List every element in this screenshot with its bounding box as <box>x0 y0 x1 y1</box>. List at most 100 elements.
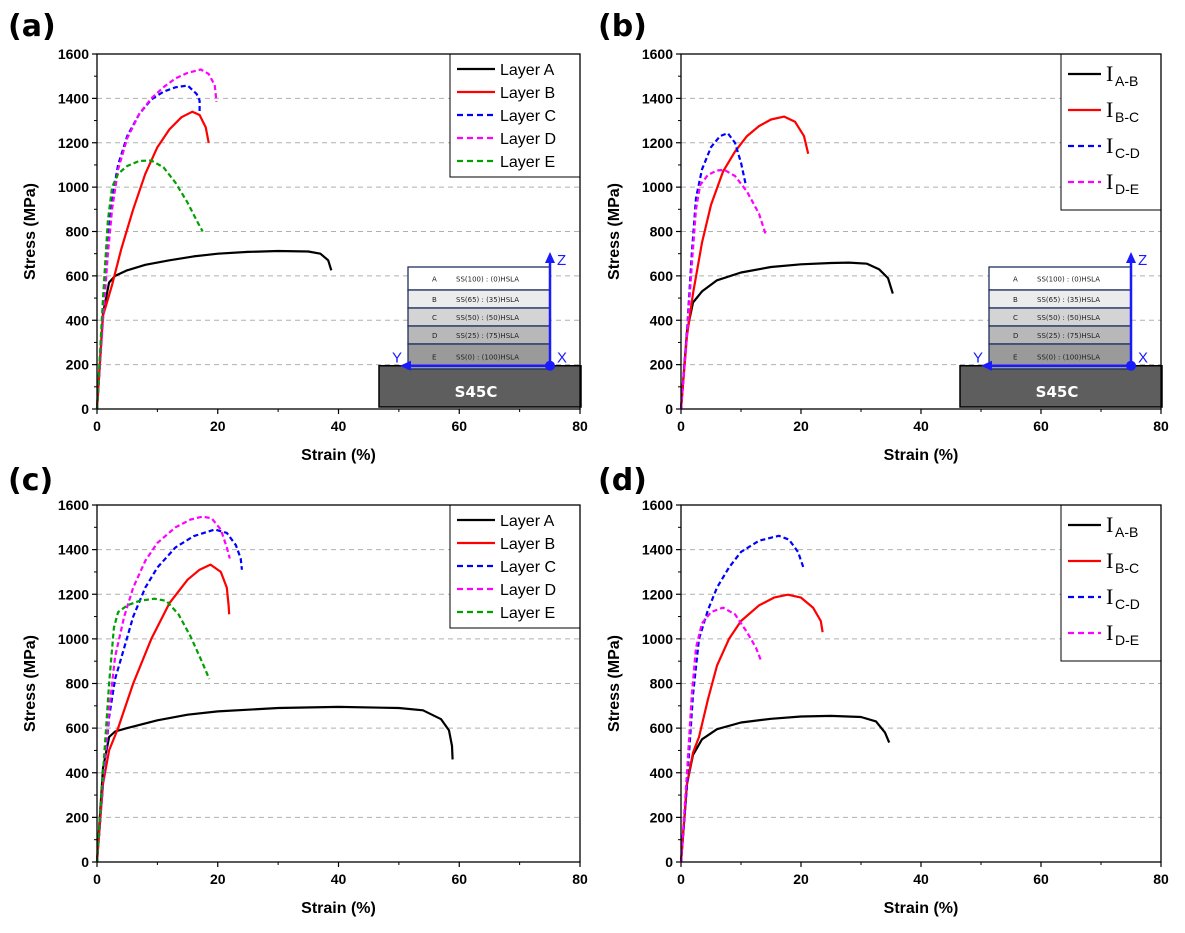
x-tick-label: 80 <box>1153 418 1169 434</box>
legend-label: Layer A <box>500 513 555 530</box>
y-tick-label: 1600 <box>642 497 673 513</box>
legend: Layer A Layer B Layer C Layer D Layer E <box>449 504 581 629</box>
y-tick-label: 600 <box>650 720 674 736</box>
panel-label: (d) <box>598 463 647 498</box>
legend-label: Layer A <box>500 62 555 79</box>
y-tick-label: 1600 <box>58 46 89 62</box>
legend-label: Layer D <box>500 131 556 148</box>
x-tick-label: 80 <box>572 418 588 434</box>
y-tick-label: 400 <box>66 765 90 781</box>
legend-label: I <box>1106 620 1113 645</box>
x-axis-label: Strain (%) <box>884 447 959 464</box>
series-line-layer-a <box>95 249 333 410</box>
layer-composition: SS(100) : (0)HSLA <box>456 276 519 284</box>
panel-label: (c) <box>8 463 53 498</box>
x-tick-label: 20 <box>210 418 226 434</box>
substrate-label: S45C <box>455 383 498 401</box>
x-tick-label: 60 <box>1033 871 1049 887</box>
legend-label-subscript: C-D <box>1115 596 1140 612</box>
legend-label: Layer C <box>500 559 556 576</box>
y-tick-label: 1000 <box>642 631 673 647</box>
legend-label-subscript: D-E <box>1115 632 1139 648</box>
chart-panel-b: (b) 0 200 400 600 800 1000 1200 1400 1600 0 20 40 60 8… <box>598 9 1169 464</box>
substrate-block <box>378 364 582 408</box>
series-line-layer-b <box>95 110 210 410</box>
y-tick-label: 1200 <box>642 586 673 602</box>
x-tick-label: 20 <box>793 871 809 887</box>
panel-label: (a) <box>8 9 56 44</box>
substrate-block <box>959 364 1163 408</box>
y-tick-label: 200 <box>66 357 90 373</box>
x-axis-label: Strain (%) <box>301 900 376 917</box>
y-tick-label: 1000 <box>642 179 673 195</box>
y-tick-label: 800 <box>650 224 674 240</box>
y-tick-label: 600 <box>650 268 674 284</box>
x-axis-dot-icon <box>545 360 555 371</box>
x-axis-dot-icon <box>1126 360 1136 371</box>
legend-label: I <box>1106 584 1113 609</box>
x-tick-label: 0 <box>93 871 101 887</box>
layer-id: D <box>1013 332 1018 340</box>
layer-id: B <box>432 296 437 304</box>
y-tick-label: 0 <box>81 854 89 870</box>
legend-box <box>1060 504 1162 662</box>
legend-label: I <box>1106 512 1113 537</box>
y-tick-label: 1400 <box>58 90 89 106</box>
layer-id: B <box>1013 296 1018 304</box>
layer-id: A <box>432 276 437 284</box>
y-tick-label: 800 <box>650 676 674 692</box>
layer-composition: SS(65) : (35)HSLA <box>1037 296 1100 304</box>
x-tick-label: 80 <box>572 871 588 887</box>
y-tick-label: 0 <box>81 401 89 417</box>
legend-box <box>1060 53 1162 211</box>
x-tick-label: 20 <box>793 418 809 434</box>
series-line-layer-c <box>95 84 201 410</box>
legend-label: I <box>1106 97 1113 122</box>
specimen-inset: S45C A SS(100) : (0)HSLA B SS(65) : (35)HSLA… <box>959 252 1163 408</box>
y-tick-label: 1000 <box>58 631 89 647</box>
x-tick-label: 40 <box>331 418 347 434</box>
chart-panel-d: (d) 0 200 400 600 800 1000 1200 1400 1600 0 20 40 60 8… <box>598 463 1169 917</box>
y-axis-label: Stress (MPa) <box>22 183 39 280</box>
x-tick-label: 20 <box>210 871 226 887</box>
x-tick-label: 60 <box>451 871 467 887</box>
legend-label: Layer B <box>500 536 555 553</box>
series-line-i-b-c <box>679 115 810 410</box>
legend-label: I <box>1106 133 1113 158</box>
legend-label-subscript: D-E <box>1115 181 1139 197</box>
y-tick-label: 1600 <box>642 46 673 62</box>
legend-label-subscript: A-B <box>1115 524 1138 540</box>
legend-label-subscript: A-B <box>1115 73 1138 89</box>
plot-frame <box>96 504 581 863</box>
series-line-layer-b <box>95 563 231 863</box>
series-line-i-a-b <box>679 714 891 863</box>
layer-composition: SS(25) : (75)HSLA <box>1037 332 1100 340</box>
legend: Layer A Layer B Layer C Layer D Layer E <box>449 53 581 178</box>
series-line-layer-d <box>95 68 218 410</box>
x-axis-label: Strain (%) <box>884 900 959 917</box>
legend: I A-BI B-CI C-DI D-E <box>1060 53 1162 211</box>
x-tick-label: 40 <box>913 418 929 434</box>
y-axis-letter: Y <box>973 350 983 367</box>
y-tick-label: 400 <box>650 765 674 781</box>
y-tick-label: 200 <box>650 357 674 373</box>
legend-label: I <box>1106 548 1113 573</box>
y-tick-label: 0 <box>665 401 673 417</box>
layer-composition: SS(100) : (0)HSLA <box>1037 276 1100 284</box>
y-axis-label: Stress (MPa) <box>606 635 623 732</box>
y-tick-label: 400 <box>66 312 90 328</box>
x-axis-letter: X <box>557 350 567 367</box>
layer-composition: SS(50) : (50)HSLA <box>456 314 519 322</box>
series-line-i-a-b <box>679 261 894 410</box>
legend-label: I <box>1106 61 1113 86</box>
plot-frame <box>96 53 581 410</box>
y-tick-label: 1400 <box>58 542 89 558</box>
layer-id: E <box>432 354 436 362</box>
y-tick-label: 1200 <box>58 586 89 602</box>
legend-label-subscript: C-D <box>1115 145 1140 161</box>
series-line-i-d-e <box>679 168 768 410</box>
y-axis-label: Stress (MPa) <box>22 635 39 732</box>
legend-label: I <box>1106 169 1113 194</box>
x-tick-label: 40 <box>331 871 347 887</box>
series-line-layer-e <box>95 597 211 863</box>
